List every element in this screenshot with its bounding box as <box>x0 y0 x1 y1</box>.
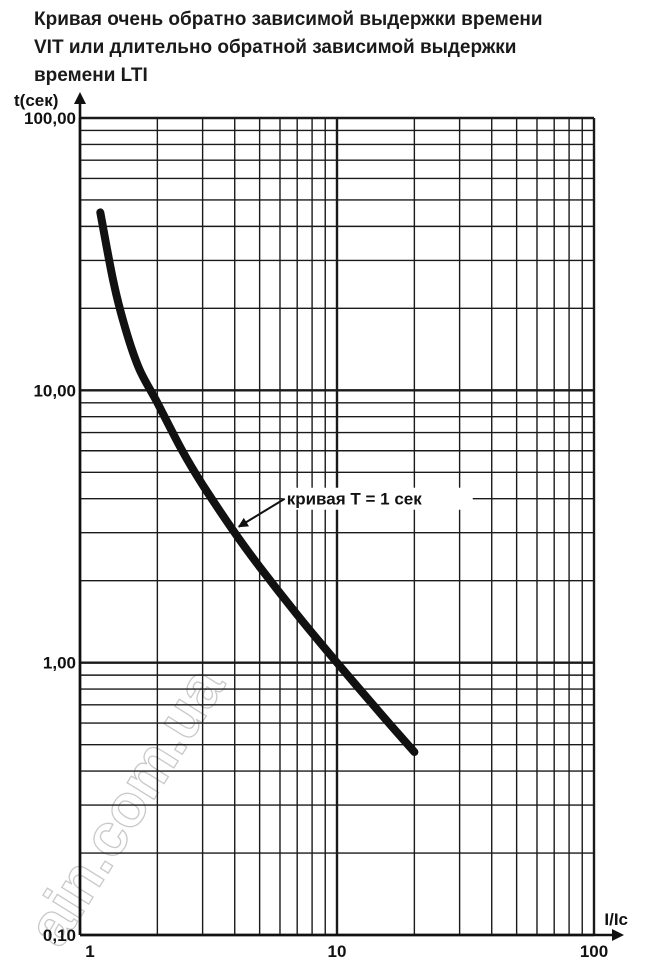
chart-tick-labels: 0,10 1,00 10,00 100,00 1 10 100 t(сек) I/Ic <box>14 91 628 961</box>
x-axis-label: I/Ic <box>604 910 628 929</box>
x-tick-label: 10 <box>328 942 347 961</box>
annotation-bg <box>282 487 473 510</box>
annotation-arrow <box>237 497 286 528</box>
x-tick-label: 1 <box>85 942 94 961</box>
y-tick-label: 0,10 <box>43 926 76 945</box>
chart-title-line-3: времени LTI <box>34 65 148 86</box>
watermark: ain.com.ua <box>14 654 239 957</box>
x-tick-label: 100 <box>580 942 608 961</box>
chart-grid <box>78 116 596 937</box>
chart-annotations: кривая T = 1 сек <box>237 487 473 528</box>
watermark-text: ain.com.ua <box>14 655 237 957</box>
series-curve-0 <box>96 208 419 756</box>
chart-title-line-2: VIT или длительно обратной зависимой выд… <box>34 37 517 58</box>
chart-title: Кривая очень обратно зависимой выдержки … <box>34 6 654 90</box>
chart-title-line-1: Кривая очень обратно зависимой выдержки … <box>34 9 543 30</box>
chart-series <box>96 208 419 756</box>
y-tick-label: 1,00 <box>43 654 76 673</box>
y-axis-label: t(сек) <box>14 91 58 110</box>
y-tick-label: 100,00 <box>24 109 76 128</box>
annotation-label-0: кривая T = 1 сек <box>287 490 423 509</box>
chart-axes <box>74 92 624 941</box>
y-tick-label: 10,00 <box>33 381 76 400</box>
